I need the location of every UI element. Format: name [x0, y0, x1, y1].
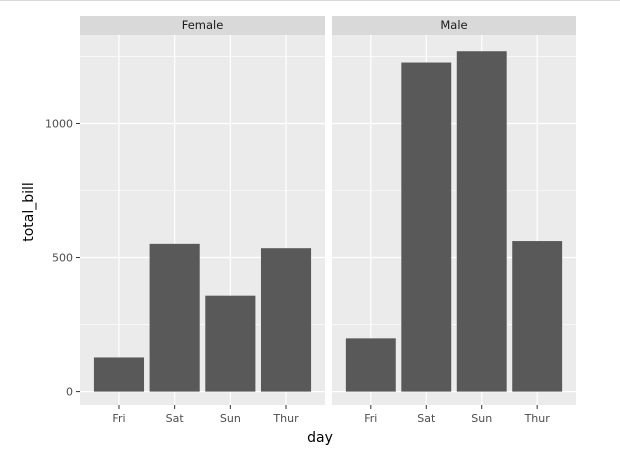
bar-male-thur: [512, 241, 563, 392]
bar-female-sat: [149, 243, 200, 392]
y-axis: 0 500 1000: [45, 117, 80, 399]
x-tick-label: Sat: [166, 412, 185, 425]
facet-panels: Female Fri Sat Sun Thur Male Fri Sat Sun Thur: [80, 16, 576, 425]
facet-strip: [332, 16, 576, 35]
y-tick-label: 0: [66, 386, 73, 399]
facet-strip: [80, 16, 325, 35]
y-tick-label: 500: [52, 252, 73, 265]
x-tick-label: Thur: [272, 412, 299, 425]
y-tick-label: 1000: [45, 117, 73, 130]
facet-strip-label: Female: [182, 18, 224, 32]
facet-strip-label: Male: [440, 18, 467, 32]
bar-male-sat: [401, 62, 452, 392]
bar-female-sun: [205, 295, 256, 392]
bar-male-fri: [345, 338, 396, 392]
bar-female-fri: [93, 357, 145, 392]
x-tick-label: Thur: [524, 412, 551, 425]
bar-male-sun: [456, 51, 507, 392]
facet-male: Male Fri Sat Sun Thur: [332, 16, 576, 425]
x-tick-label: Sun: [220, 412, 241, 425]
x-tick-label: Fri: [112, 412, 125, 425]
x-tick-label: Sun: [471, 412, 492, 425]
y-axis-title: total_bill: [21, 182, 37, 242]
facet-female: Female Fri Sat Sun Thur: [80, 16, 325, 425]
bar-female-thur: [260, 248, 312, 392]
x-tick-label: Sat: [417, 412, 436, 425]
x-tick-label: Fri: [364, 412, 377, 425]
x-axis-title: day: [307, 430, 333, 446]
